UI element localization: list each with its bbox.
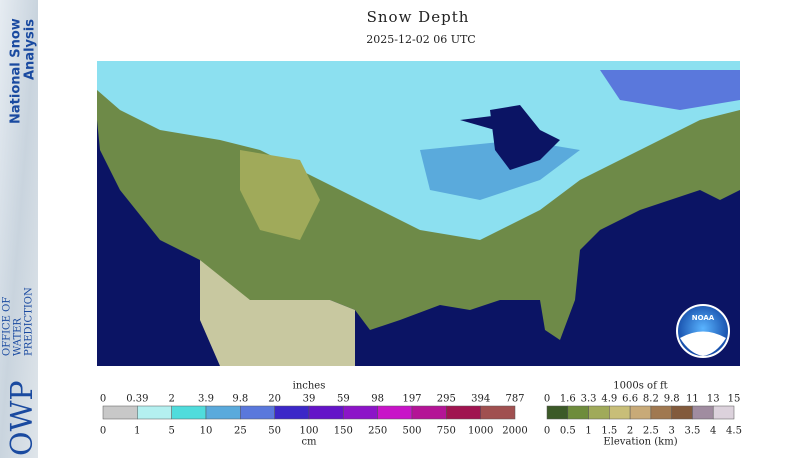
legend-top-label: 39 — [303, 394, 316, 405]
legend-top-label: 3.9 — [198, 394, 214, 405]
legend-top-label: 9.8 — [664, 394, 680, 405]
legend-swatch — [546, 405, 569, 420]
office-line: PREDICTION — [24, 287, 35, 356]
legend-bottom-label: 750 — [437, 426, 456, 437]
legend-title: inches — [293, 381, 326, 392]
legend-swatch — [446, 405, 481, 420]
legend-top-label: 98 — [371, 394, 384, 405]
legend-top-label: 20 — [268, 394, 281, 405]
product-line: National Snow — [9, 18, 24, 124]
legend-swatch — [205, 405, 241, 420]
legend-swatch — [171, 405, 207, 420]
legend-top-label: 11 — [686, 394, 699, 405]
legend-bottom-label: 1.5 — [601, 426, 617, 437]
legend-swatch — [671, 405, 693, 420]
legend-bottom-title: Elevation (km) — [603, 437, 677, 448]
sidebar-background — [0, 0, 38, 458]
legend-swatch — [480, 405, 516, 420]
mountains — [240, 150, 320, 240]
legend-bottom-label: 500 — [402, 426, 421, 437]
legend-bottom-label: 4 — [710, 426, 716, 437]
date: 2025-12-02 06 UTC — [366, 33, 475, 46]
legend-bottom-label: 0 — [544, 426, 550, 437]
legend-swatch — [712, 405, 735, 420]
legend-bottom-label: 3.5 — [684, 426, 700, 437]
great-lakes — [460, 105, 560, 170]
legend-bottom-label: 1 — [585, 426, 591, 437]
legend-title: 1000s of ft — [613, 381, 667, 392]
legend-bottom-label: 2 — [627, 426, 633, 437]
office-line: WATER — [13, 318, 24, 356]
legend-bottom-label: 50 — [268, 426, 281, 437]
product-name: National Snow Analysis — [9, 18, 38, 124]
legend-top-label: 6.6 — [622, 394, 638, 405]
legend-swatch — [274, 405, 310, 420]
legend-swatch — [588, 405, 610, 420]
map: NOAA — [97, 61, 740, 366]
legend-bottom-label: 3 — [668, 426, 674, 437]
snow-cover-deep — [600, 70, 740, 110]
legend-bottom-label: 0 — [100, 426, 106, 437]
legend-bottom-label: 5 — [168, 426, 174, 437]
legend-bottom-label: 250 — [368, 426, 387, 437]
snow-cover — [97, 61, 740, 240]
owp-logo-text: OWP — [5, 380, 40, 456]
noaa-logo-gull — [680, 331, 726, 356]
office-line: OFFICE OF — [2, 297, 13, 356]
owp-logo: OWP OFFICE OF WATER PREDICTION — [2, 287, 41, 456]
legend-bottom-label: 10 — [200, 426, 213, 437]
legend-top-label: 394 — [471, 394, 490, 405]
legend-bottom-label: 4.5 — [726, 426, 742, 437]
legend-top-label: 3.3 — [581, 394, 597, 405]
legend-bottom-label: 0.5 — [560, 426, 576, 437]
legend-swatch — [411, 405, 447, 420]
mexico — [200, 260, 355, 366]
legend-swatch — [609, 405, 631, 420]
legend-top-label: 0 — [544, 394, 550, 405]
legend-top-label: 59 — [337, 394, 350, 405]
legend-top-label: 0.39 — [126, 394, 148, 405]
legend-swatch — [567, 405, 589, 420]
legend-top-label: 197 — [402, 394, 421, 405]
legend-swatch — [650, 405, 672, 420]
legend-swatch — [137, 405, 172, 420]
legend-bottom-title: cm — [301, 437, 317, 448]
legend-bottom-label: 25 — [234, 426, 247, 437]
legend-top-label: 0 — [100, 394, 106, 405]
legend-bottom-label: 1000 — [468, 426, 493, 437]
noaa-logo-text: NOAA — [692, 314, 715, 322]
legend-top-label: 8.2 — [643, 394, 659, 405]
legend-top-label: 4.9 — [601, 394, 617, 405]
legend-top-label: 13 — [707, 394, 720, 405]
legend-top-label: 295 — [437, 394, 456, 405]
legend-top-label: 1.6 — [560, 394, 576, 405]
legend-bottom-label: 100 — [299, 426, 318, 437]
legend-swatch — [308, 405, 344, 420]
legend-top-label: 9.8 — [232, 394, 248, 405]
legend-bottom-label: 150 — [334, 426, 353, 437]
legend-swatch — [377, 405, 413, 420]
legend-bottom-label: 2000 — [502, 426, 527, 437]
legend-top-label: 2 — [168, 394, 174, 405]
legend-swatch — [692, 405, 714, 420]
legend-swatch — [240, 405, 275, 420]
title: Snow Depth — [367, 8, 470, 26]
product-line: Analysis — [23, 19, 38, 80]
legend-bottom-label: 2.5 — [643, 426, 659, 437]
legend-top-label: 15 — [728, 394, 741, 405]
legend-top-label: 787 — [505, 394, 524, 405]
legend-bottom-label: 1 — [134, 426, 140, 437]
legend-swatch — [629, 405, 652, 420]
legend-swatch — [102, 405, 138, 420]
legend-swatch — [343, 405, 378, 420]
